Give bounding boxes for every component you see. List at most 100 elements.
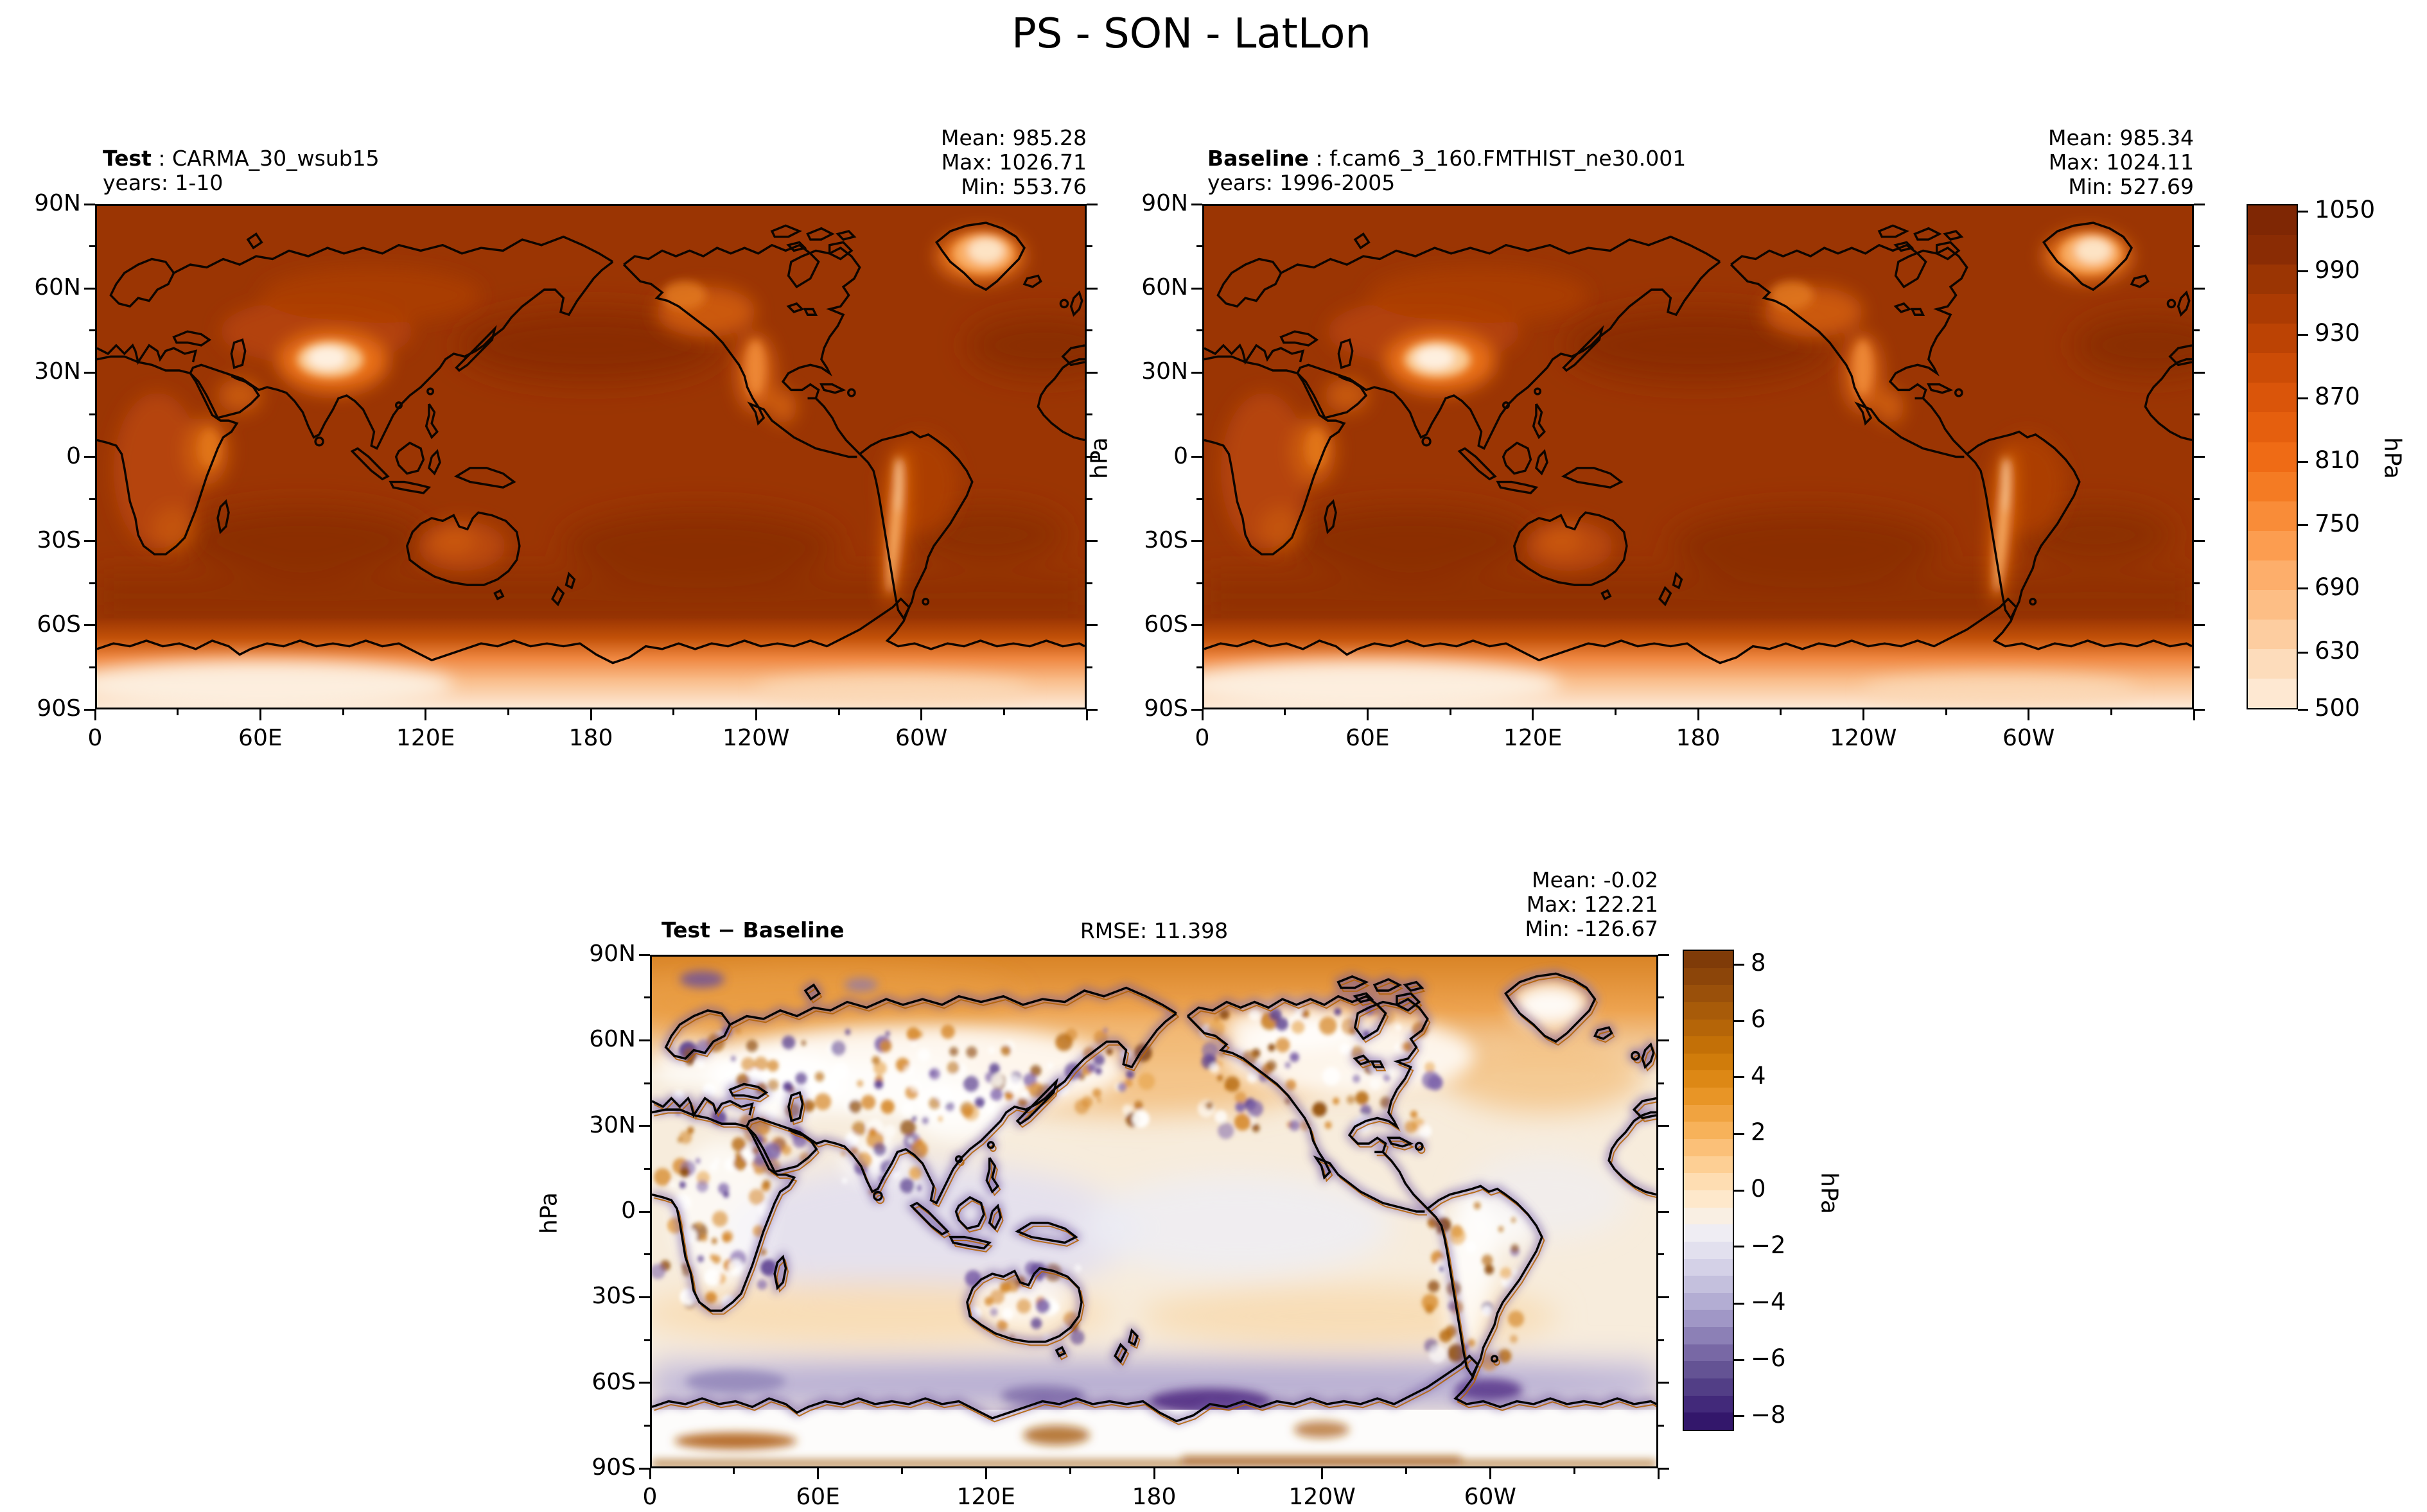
lat-tick: [1191, 371, 1202, 374]
colorbar-segment: [1684, 1104, 1733, 1122]
colorbar-tick-label: −2: [1751, 1231, 1786, 1259]
colorbar-segment: [2248, 442, 2297, 472]
baseline-min: Min: 527.69: [2068, 174, 2194, 199]
lon-tick-label: 120W: [1830, 725, 1897, 751]
lat-tick: [1191, 624, 1202, 627]
figure-title: PS - SON - LatLon: [1012, 10, 1371, 58]
colorbar-segment: [1684, 1276, 1733, 1293]
lat-tick: [1658, 1039, 1669, 1041]
test-min: Min: 553.76: [961, 174, 1087, 199]
colorbar-tick-label: 8: [1751, 949, 1766, 977]
colorbar-segment: [1684, 968, 1733, 986]
colorbar-segment: [1684, 1395, 1733, 1413]
colorbar-tick-label: −8: [1751, 1400, 1786, 1429]
colorbar-tick: [2298, 210, 2308, 213]
lat-tick-label: 60N: [589, 1026, 636, 1053]
lon-tick: [755, 709, 757, 720]
lat-tick-label: 60N: [34, 274, 81, 301]
diff-rmse: RMSE: 11.398: [1080, 918, 1229, 943]
colorbar-segment: [2248, 679, 2297, 709]
lon-tick-label: 60E: [796, 1484, 840, 1510]
lat-tick-label: 30S: [591, 1283, 636, 1310]
lon-tick: [1321, 1468, 1324, 1479]
lat-tick: [1087, 329, 1092, 332]
lon-tick: [672, 709, 675, 715]
lat-tick: [2194, 287, 2205, 290]
lat-tick-label: 90S: [37, 695, 81, 722]
colorbar-tick-label: 870: [2315, 383, 2360, 411]
baseline-map: [1202, 204, 2194, 709]
baseline-mean: Mean: 985.34: [2048, 125, 2194, 150]
lat-tick: [644, 1082, 650, 1084]
colorbar-segment: [1684, 1190, 1733, 1208]
diff-stats: Mean: -0.02 Max: 122.21 Min: -126.67: [1337, 868, 1658, 941]
lat-tick: [84, 371, 95, 374]
colorbar-tick-label: 750: [2315, 509, 2360, 537]
colorbar-tick: [2298, 708, 2308, 711]
diff-header: Test − Baseline: [662, 918, 845, 943]
lat-tick: [1087, 540, 1098, 543]
lon-tick-label: 180: [568, 725, 613, 751]
colorbar-tick: [2298, 587, 2308, 590]
colorbar-tick: [2298, 397, 2308, 399]
lon-tick: [1657, 1468, 1660, 1479]
lon-tick: [1862, 709, 1864, 720]
baseline-case-name: f.cam6_3_160.FMTHIST_ne30.001: [1329, 146, 1687, 171]
lat-tick: [89, 413, 95, 416]
lat-tick-label: 60S: [1144, 611, 1188, 638]
lat-tick: [2194, 456, 2205, 458]
colorbar-segment: [2248, 265, 2297, 295]
lat-tick-label: 30S: [37, 526, 81, 553]
lat-tick: [1658, 1210, 1669, 1213]
test-case-name: CARMA_30_wsub15: [172, 146, 380, 171]
lon-tick: [259, 709, 261, 720]
lat-tick: [1087, 708, 1098, 711]
lon-tick: [1449, 709, 1451, 715]
lat-tick: [1087, 456, 1098, 458]
lat-tick: [2194, 708, 2205, 711]
lat-tick: [1196, 666, 1202, 668]
colorbar-segment: [1684, 1378, 1733, 1396]
colorbar-tick: [1734, 1246, 1744, 1248]
lat-tick: [1658, 953, 1669, 956]
colorbar-tick-label: 1050: [2315, 196, 2376, 224]
lat-tick: [1658, 1125, 1669, 1127]
colorbar-segment: [1684, 951, 1733, 968]
colorbar-segment: [1684, 1139, 1733, 1156]
diff-min: Min: -126.67: [1525, 916, 1658, 941]
colorbar-tick: [1734, 1359, 1744, 1361]
colorbar-segment: [2248, 471, 2297, 501]
lon-tick: [1069, 1468, 1071, 1474]
colorbar-segment: [1684, 1070, 1733, 1088]
lat-tick: [639, 1125, 650, 1127]
lon-tick: [1697, 709, 1699, 720]
colorbar-segment: [2248, 589, 2297, 620]
colorbar-tick: [2298, 651, 2308, 654]
colorbar-segment: [1684, 1327, 1733, 1344]
lat-tick-label: 90N: [1141, 190, 1188, 216]
lat-tick: [84, 624, 95, 627]
pressure-colorbar: [2247, 204, 2298, 709]
lat-tick: [644, 1253, 650, 1256]
baseline-label: Baseline: [1207, 146, 1309, 171]
lon-tick: [817, 1468, 819, 1479]
lon-tick-label: 120E: [1503, 725, 1563, 751]
lon-tick: [1284, 709, 1286, 715]
lon-tick: [1780, 709, 1782, 715]
lat-tick: [2194, 329, 2200, 332]
test-map: [95, 204, 1087, 709]
lon-tick-label: 60W: [2002, 725, 2055, 751]
lat-tick: [1087, 245, 1092, 248]
diff-label: Test − Baseline: [662, 917, 845, 943]
lon-tick: [94, 709, 96, 720]
lat-tick: [1087, 498, 1092, 500]
lat-tick: [644, 996, 650, 999]
lat-tick: [1196, 413, 1202, 416]
lon-tick-label: 120W: [1288, 1484, 1356, 1510]
colorbar-tick: [2298, 460, 2308, 463]
colorbar-segment: [2248, 560, 2297, 590]
lat-tick: [2194, 371, 2205, 374]
diff-colorbar-unit: hPa: [1816, 1172, 1843, 1214]
lat-tick: [2194, 624, 2205, 627]
lat-tick: [84, 203, 95, 205]
